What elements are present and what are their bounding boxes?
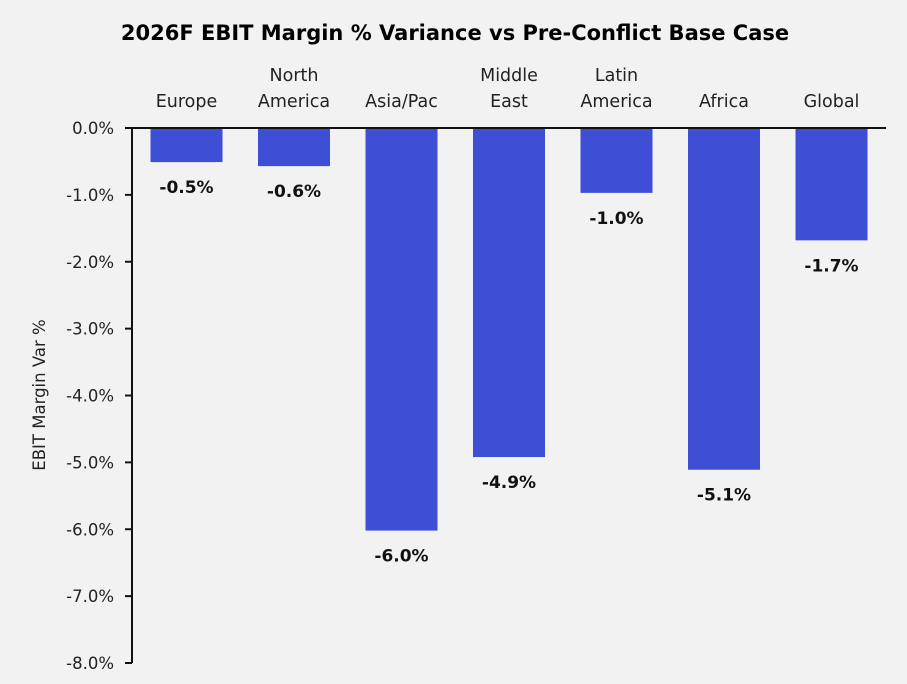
y-tick-label: -8.0% (66, 654, 114, 673)
category-label: America (580, 92, 652, 112)
category-label: East (490, 92, 528, 112)
category-label: Africa (699, 92, 749, 112)
bar-asia-pac (365, 128, 438, 531)
y-tick-label: -2.0% (66, 253, 114, 272)
bar-global (795, 128, 868, 241)
bars-group (132, 127, 886, 531)
y-axis-label: EBIT Margin Var % (30, 319, 49, 470)
bar-latin-america (580, 128, 653, 193)
data-label: -5.1% (697, 486, 751, 506)
y-tick-label: -3.0% (66, 320, 114, 339)
category-label: North (270, 66, 319, 86)
category-label: Asia/Pac (365, 92, 438, 112)
y-tick-label: -1.0% (66, 186, 114, 205)
data-label: -1.7% (804, 256, 858, 276)
chart-title: 2026F EBIT Margin % Variance vs Pre-Conf… (121, 21, 789, 45)
bar-north-america (258, 128, 330, 167)
data-label: -6.0% (374, 547, 428, 567)
category-label: Latin (595, 66, 638, 86)
data-label: -4.9% (482, 473, 536, 493)
data-labels: -0.5% -0.6% -6.0% -4.9% -1.0% -5.1% -1.7% (159, 178, 858, 566)
bar-europe (150, 128, 223, 163)
category-label: Europe (156, 92, 218, 112)
category-labels: Europe North America Asia/Pac Middle East Lati… (156, 66, 860, 112)
y-tick-label: -5.0% (66, 453, 114, 472)
bar-middle-east (473, 128, 545, 458)
data-label: -0.6% (267, 182, 321, 202)
data-label: -0.5% (159, 178, 213, 198)
category-label: Global (804, 92, 860, 112)
y-axis: 0.0% -1.0% -2.0% -3.0% -4.0% -5.0% -6.0% -7.0% -… (66, 119, 133, 673)
data-label: -1.0% (589, 209, 643, 229)
y-tick-label: -4.0% (66, 387, 114, 406)
category-label: America (258, 92, 330, 112)
bar-africa (688, 128, 760, 470)
y-tick-label: -6.0% (66, 520, 114, 539)
y-tick-label: 0.0% (72, 119, 114, 138)
y-tick-label: -7.0% (66, 587, 114, 606)
category-label: Middle (480, 66, 538, 86)
